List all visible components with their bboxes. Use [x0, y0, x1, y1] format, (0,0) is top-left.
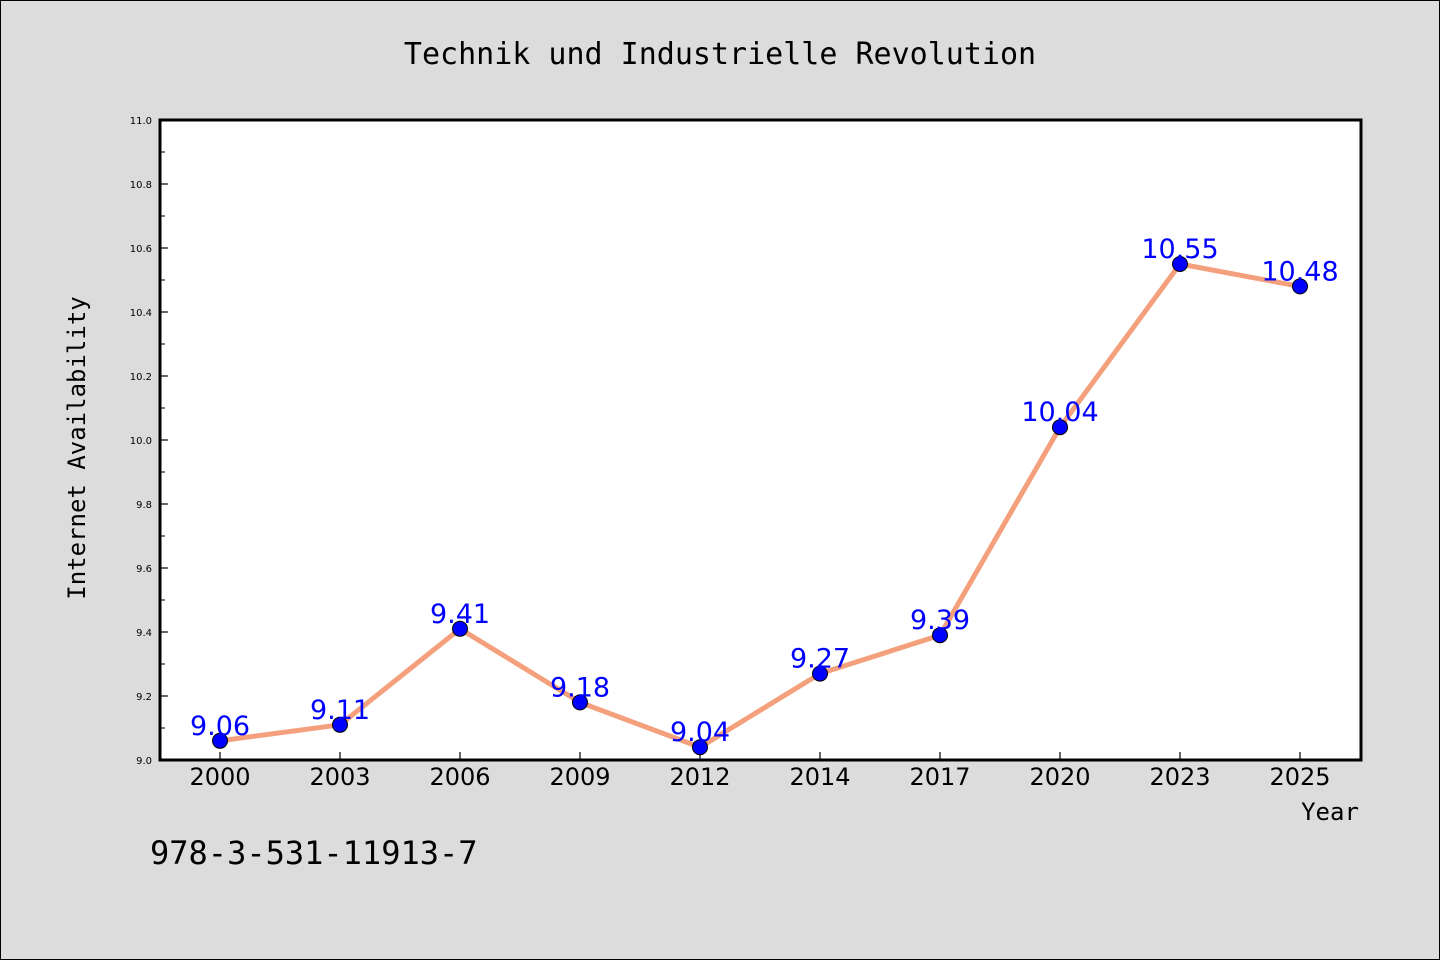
- y-tick-label: 10.8: [130, 180, 152, 191]
- x-tick-label: 2003: [309, 763, 370, 791]
- x-tick-label: 2009: [549, 763, 610, 791]
- data-label: 9.41: [430, 599, 490, 630]
- x-tick-label: 2014: [789, 763, 850, 791]
- data-point: [452, 620, 468, 637]
- plot-border: [158, 118, 1363, 762]
- data-point: [212, 732, 228, 749]
- data-label: 9.18: [550, 672, 610, 703]
- x-tick-label: 2017: [909, 763, 970, 791]
- y-tick-label: 10.0: [130, 436, 152, 447]
- x-axis: 2000 2003 2006 2009 2012 2014 2017 2020 2023 2025: [189, 752, 1331, 791]
- y-tick-label: 10.2: [130, 372, 152, 383]
- data-point: [1172, 256, 1188, 272]
- y-tick-label: 9.8: [136, 500, 152, 511]
- data-label: 9.27: [790, 644, 850, 675]
- plot-area: [160, 120, 1361, 760]
- data-point: [932, 627, 948, 644]
- data-label: 10.04: [1021, 397, 1098, 428]
- y-axis: 9.0 9.2 9.4 9.6 9.8 10.0 10.2 10.4 10.6 10.8 11.0: [130, 116, 168, 767]
- data-point: [692, 739, 708, 756]
- y-tick-label: 9.6: [136, 564, 152, 575]
- y-axis-label: Internet Availability: [63, 296, 91, 599]
- x-tick-label: 2006: [429, 763, 490, 791]
- series-line: [217, 261, 1303, 750]
- data-point: [1052, 419, 1068, 436]
- data-label: 9.11: [310, 695, 370, 726]
- chart-title: Technik und Industrielle Revolution: [404, 37, 1036, 72]
- x-axis-label: Year: [1301, 798, 1359, 826]
- y-tick-label: 9.2: [136, 692, 152, 703]
- x-tick-label: 2012: [669, 763, 730, 791]
- y-tick-label: 9.4: [136, 628, 152, 639]
- y-tick-label: 10.6: [130, 244, 152, 255]
- y-tick-label: 11.0: [130, 116, 152, 127]
- data-label: 9.04: [670, 717, 730, 748]
- x-tick-label: 2025: [1269, 763, 1330, 791]
- x-tick-label: 2020: [1029, 763, 1090, 791]
- data-point: [1292, 278, 1308, 295]
- data-point: [332, 716, 348, 733]
- data-labels: 9.06 9.11 9.41 9.18 9.04 9.27 9.39 10.04 10.55 10…: [190, 234, 1339, 748]
- y-tick-label: 10.4: [130, 308, 152, 319]
- data-point: [812, 665, 828, 682]
- y-tick-label: 9.0: [136, 756, 152, 767]
- data-label: 10.48: [1261, 256, 1338, 287]
- x-tick-label: 2023: [1149, 763, 1210, 791]
- data-label: 9.06: [190, 711, 250, 742]
- data-point: [572, 694, 588, 711]
- data-markers: [212, 256, 1308, 756]
- isbn-text: 978-3-531-11913-7: [150, 834, 478, 872]
- data-label: 10.55: [1141, 234, 1218, 265]
- data-label: 9.39: [910, 605, 970, 636]
- x-tick-label: 2000: [189, 763, 250, 791]
